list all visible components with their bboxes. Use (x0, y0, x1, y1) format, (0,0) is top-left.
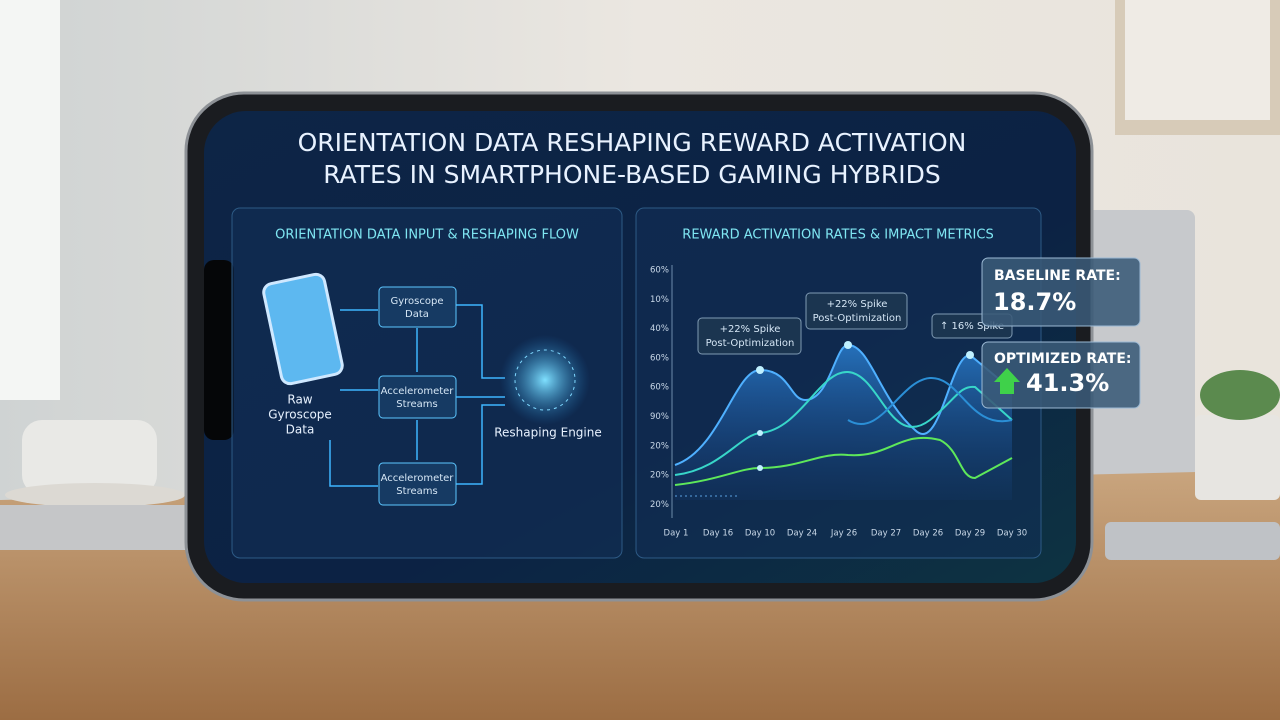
node-label: Accelerometer (381, 386, 455, 397)
flow-nodes (378, 286, 457, 506)
title: ORIENTATION DATA RESHAPING REWARD ACTIVA… (298, 128, 967, 157)
node-label: Streams (396, 486, 437, 497)
x-labels: Day 1 Day 16 Day 10 Day 24 Jay 26 Day 27 Day 2… (664, 529, 1028, 539)
x-label: Day 24 (787, 529, 817, 539)
card-label: BASELINE RATE: (994, 268, 1121, 284)
engine-icon (514, 349, 576, 411)
plant-pot (1195, 415, 1280, 500)
y-label: 60% (650, 383, 669, 393)
x-label: Day 29 (955, 529, 985, 539)
window (0, 0, 60, 400)
x-label: Day 30 (997, 529, 1027, 539)
frame-inner (1125, 0, 1270, 120)
flow-arrows (329, 304, 505, 487)
y-label: 10% (650, 295, 669, 305)
x-label: Day 27 (871, 529, 901, 539)
x-label: Day 26 (913, 529, 943, 539)
x-label: Day 1 (664, 529, 689, 539)
metric-cards (981, 257, 1141, 409)
panel-title: REWARD ACTIVATION RATES & IMPACT METRICS (682, 228, 993, 243)
saucer (5, 483, 185, 507)
annotation: Post-Optimization (813, 313, 902, 324)
node-label: Streams (396, 399, 437, 410)
node-label: Data (405, 309, 429, 320)
notch (204, 260, 234, 440)
annotation: ↑ 16% Spike (940, 321, 1004, 332)
source-label: Data (286, 423, 315, 437)
annotation: Post-Optimization (706, 338, 795, 349)
y-label: 20% (650, 500, 669, 510)
annotation: +22% Spike (720, 324, 781, 335)
y-label: 60% (650, 266, 669, 276)
y-label: 40% (650, 324, 669, 334)
x-label: Day 10 (745, 529, 775, 539)
card-value: 18.7% (993, 288, 1076, 316)
device (1105, 522, 1280, 560)
card-value: 41.3% (1026, 369, 1109, 397)
cup (22, 420, 157, 495)
keyboard (0, 505, 190, 550)
card-label: OPTIMIZED RATE: (994, 351, 1132, 367)
annotation: +22% Spike (827, 299, 888, 310)
engine-label: Reshaping Engine (494, 426, 602, 440)
plant (1200, 370, 1280, 420)
node-label: Gyroscope (390, 296, 443, 307)
point-decoration (756, 341, 974, 471)
line-decoration (674, 343, 1013, 486)
source-label: Gyroscope (268, 408, 332, 422)
y-label: 60% (650, 353, 669, 363)
y-labels: 60% 10% 40% 60% 60% 90% 20% 20% 20% (650, 266, 669, 510)
source-label: Raw (287, 393, 312, 407)
x-label: Day 16 (703, 529, 733, 539)
engine-glow (500, 335, 590, 425)
y-label: 20% (650, 471, 669, 481)
y-label: 20% (650, 441, 669, 451)
phone-icon (262, 272, 344, 386)
panel-title: ORIENTATION DATA INPUT & RESHAPING FLOW (275, 228, 579, 243)
x-label: Jay 26 (830, 529, 857, 539)
area-decoration (675, 345, 1012, 500)
node-label: Accelerometer (381, 473, 455, 484)
y-label: 90% (650, 412, 669, 422)
title: RATES IN SMARTPHONE-BASED GAMING HYBRIDS (323, 160, 941, 189)
